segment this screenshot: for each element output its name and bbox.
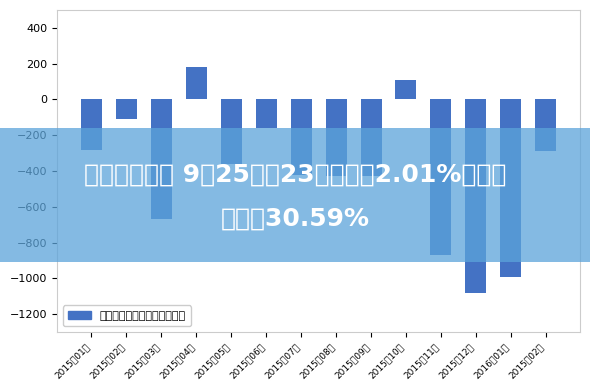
Text: 溢价率30.59%: 溢价率30.59% (221, 206, 369, 230)
Text: 股票配资注意 9月25日春23转债上涨2.01%，转股: 股票配资注意 9月25日春23转债上涨2.01%，转股 (84, 163, 506, 186)
